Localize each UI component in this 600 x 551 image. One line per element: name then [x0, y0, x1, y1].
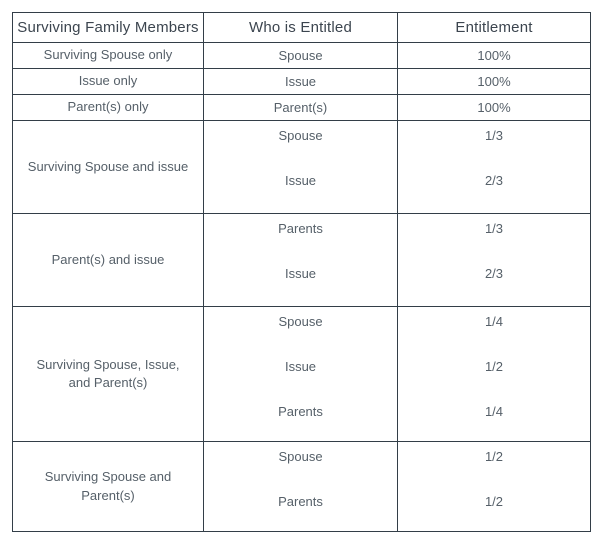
- entitlement-cell: 1/4: [397, 396, 591, 442]
- family-members-cell: Surviving Spouse and Parent(s): [12, 441, 204, 532]
- entitlement-cell: 100%: [397, 94, 591, 121]
- table-row: Surviving Spouse only Spouse 100%: [12, 42, 591, 69]
- family-members-cell: Issue only: [12, 68, 204, 95]
- table-row: Parent(s) only Parent(s) 100%: [12, 94, 591, 121]
- who-is-entitled-cell: Issue: [203, 165, 398, 214]
- table-header: Surviving Family Members Who is Entitled…: [12, 12, 591, 43]
- table-row: Surviving Spouse and Parent(s) Spouse 1/2: [12, 441, 591, 532]
- family-members-cell: Surviving Spouse and issue: [12, 120, 204, 214]
- header-surviving-family-members: Surviving Family Members: [12, 12, 204, 43]
- section-4: Parent(s) and issue Parents 1/3 Issue 2/3: [12, 213, 591, 307]
- table-row: Parents 1/4: [13, 396, 591, 442]
- table-row: Surviving Spouse and issue Spouse 1/3: [12, 120, 591, 214]
- who-is-entitled-cell: Spouse: [203, 42, 398, 69]
- entitlement-cell: 100%: [397, 42, 591, 69]
- table-row: Issue 2/3: [13, 258, 591, 307]
- who-is-entitled-cell: Parents: [203, 213, 398, 259]
- family-members-cell: Parent(s) only: [12, 94, 204, 121]
- header-row: Surviving Family Members Who is Entitled…: [12, 12, 591, 43]
- section-0: Surviving Spouse only Spouse 100%: [12, 42, 591, 69]
- entitlement-cell: 1/3: [397, 213, 591, 259]
- who-is-entitled-cell: Parents: [203, 486, 398, 532]
- who-is-entitled-cell: Spouse: [203, 441, 398, 487]
- entitlement-table: Surviving Family Members Who is Entitled…: [12, 12, 591, 532]
- table-row: Surviving Spouse, Issue, and Parent(s) Sp…: [12, 306, 591, 442]
- who-is-entitled-cell: Parent(s): [203, 94, 398, 121]
- entitlement-cell: 1/2: [397, 441, 591, 487]
- who-is-entitled-cell: Parents: [203, 396, 398, 442]
- entitlement-cell: 2/3: [397, 258, 591, 307]
- section-2: Parent(s) only Parent(s) 100%: [12, 94, 591, 121]
- entitlement-cell: 1/2: [397, 351, 591, 397]
- entitlement-cell: 100%: [397, 68, 591, 95]
- family-members-cell: Parent(s) and issue: [12, 213, 204, 307]
- table-row: Issue only Issue 100%: [12, 68, 591, 95]
- header-entitlement: Entitlement: [397, 12, 591, 43]
- entitlement-cell: 2/3: [397, 165, 591, 214]
- section-3: Surviving Spouse and issue Spouse 1/3 Issue…: [12, 120, 591, 214]
- who-is-entitled-cell: Spouse: [203, 306, 398, 352]
- section-1: Issue only Issue 100%: [12, 68, 591, 95]
- entitlement-cell: 1/2: [397, 486, 591, 532]
- who-is-entitled-cell: Issue: [203, 351, 398, 397]
- table-row: Issue 1/2: [13, 351, 591, 397]
- who-is-entitled-cell: Issue: [203, 68, 398, 95]
- section-5: Surviving Spouse, Issue, and Parent(s) Sp…: [12, 306, 591, 442]
- table-row: Parent(s) and issue Parents 1/3: [12, 213, 591, 307]
- section-6: Surviving Spouse and Parent(s) Spouse 1/2 P…: [12, 441, 591, 532]
- table-row: Parents 1/2: [13, 486, 591, 532]
- family-members-cell: Surviving Spouse only: [12, 42, 204, 69]
- entitlement-cell: 1/4: [397, 306, 591, 352]
- who-is-entitled-cell: Spouse: [203, 120, 398, 166]
- header-who-is-entitled: Who is Entitled: [203, 12, 398, 43]
- family-members-cell: Surviving Spouse, Issue, and Parent(s): [12, 306, 204, 442]
- table-row: Issue 2/3: [13, 165, 591, 214]
- entitlement-cell: 1/3: [397, 120, 591, 166]
- who-is-entitled-cell: Issue: [203, 258, 398, 307]
